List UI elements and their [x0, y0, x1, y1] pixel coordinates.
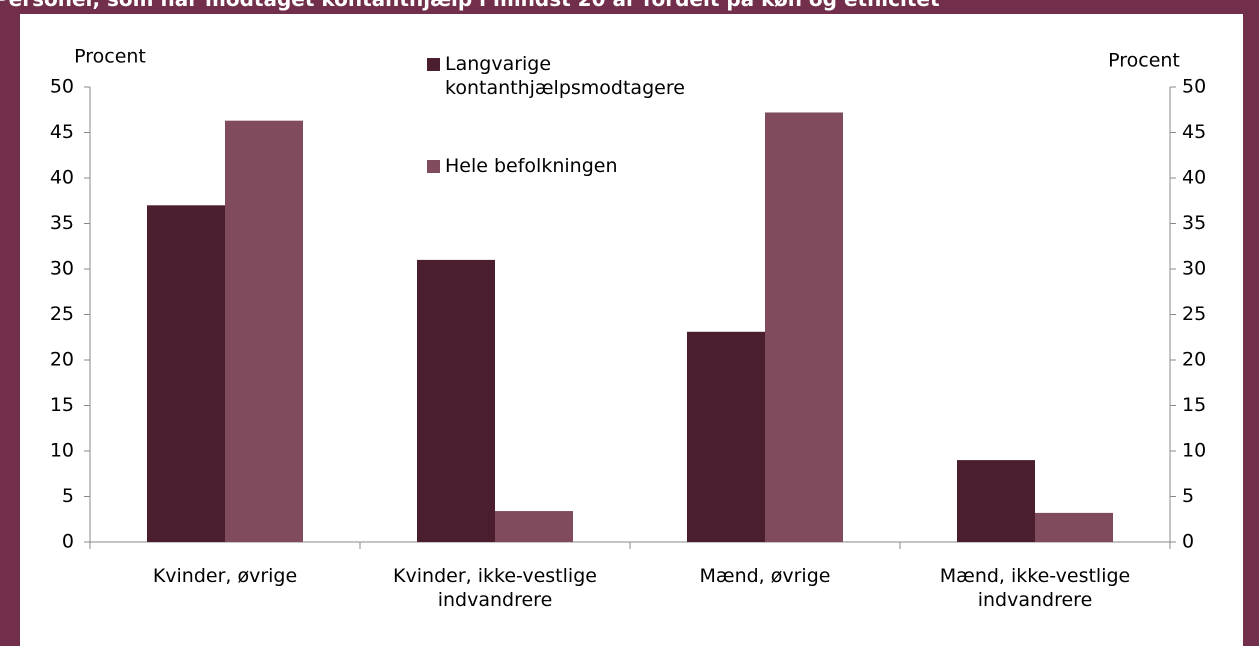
y2-tick-label: 40 — [1182, 167, 1206, 189]
y-tick-label: 20 — [50, 349, 74, 371]
bar — [495, 511, 573, 542]
bar — [1035, 512, 1113, 542]
chart-title: Personer, som har modtaget kontanthjælp … — [0, 0, 940, 11]
y-axis-label: Procent — [74, 46, 146, 68]
y2-tick-label: 0 — [1182, 531, 1194, 553]
y2-tick-label: 25 — [1182, 303, 1206, 325]
y-tick-label: 35 — [50, 212, 74, 234]
x-tick-label: Mænd, øvrige — [699, 565, 831, 587]
y2-axis-label: Procent — [1108, 50, 1180, 72]
y-tick-label: 10 — [50, 440, 74, 462]
legend-label: Langvarige kontanthjælpsmodtagere — [445, 53, 685, 99]
bar — [687, 331, 765, 542]
x-tick-label: Kvinder, øvrige — [152, 565, 298, 587]
bar — [147, 205, 225, 543]
y2-tick-label: 15 — [1182, 394, 1206, 416]
y-tick-label: 15 — [50, 394, 74, 416]
x-tick-label: Mænd, ikke-vestlige indvandrere — [939, 565, 1131, 611]
bar — [417, 259, 495, 542]
y-tick-label: 45 — [50, 121, 74, 143]
legend-swatch — [427, 160, 440, 173]
y2-tick-label: 35 — [1182, 212, 1206, 234]
y2-tick-label: 10 — [1182, 440, 1206, 462]
y-tick-label: 0 — [62, 531, 74, 553]
x-tick-label: Kvinder, ikke-vestlige indvandrere — [393, 565, 597, 611]
y-tick-label: 25 — [50, 303, 74, 325]
legend-item: Hele befolkningen — [427, 154, 775, 178]
legend-item: Langvarige kontanthjælpsmodtagere — [427, 52, 775, 100]
y2-tick-label: 45 — [1182, 121, 1206, 143]
bar — [765, 112, 843, 542]
y-tick-label: 50 — [50, 76, 74, 98]
y-tick-label: 5 — [62, 485, 74, 507]
y2-tick-label: 20 — [1182, 349, 1206, 371]
legend-swatch — [427, 58, 440, 71]
y2-tick-label: 30 — [1182, 258, 1206, 280]
bar — [957, 460, 1035, 542]
y2-tick-label: 5 — [1182, 485, 1194, 507]
y-tick-label: 40 — [50, 167, 74, 189]
y2-tick-label: 50 — [1182, 76, 1206, 98]
legend-label: Hele befolkningen — [445, 155, 618, 177]
y-tick-label: 30 — [50, 258, 74, 280]
bar — [225, 120, 303, 543]
